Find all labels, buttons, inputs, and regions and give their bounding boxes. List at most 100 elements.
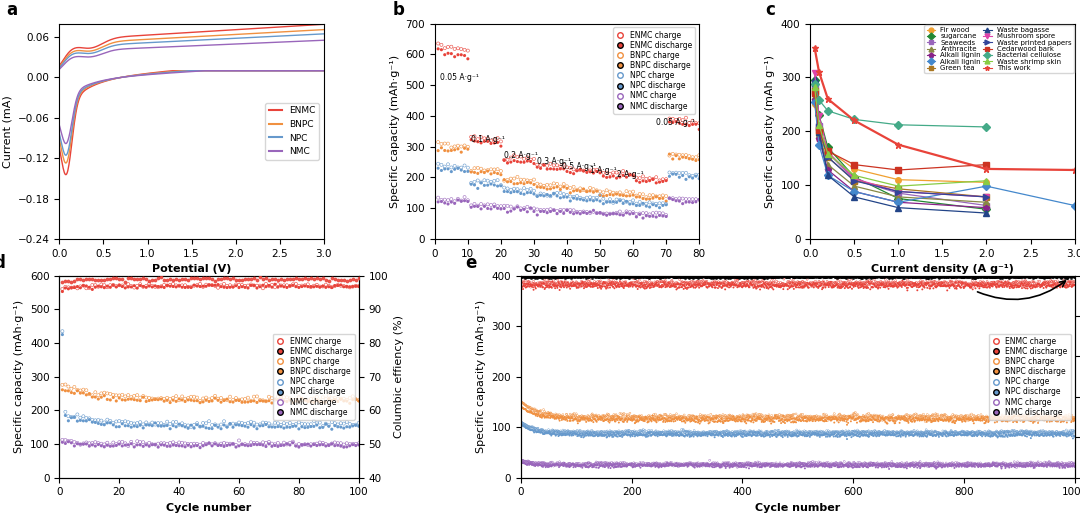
Point [584, 197, 602, 205]
Point [621, 460, 638, 468]
Point [592, 209, 609, 217]
Point [861, 459, 878, 467]
Point [961, 461, 978, 469]
Point [1041, 282, 1058, 290]
Point [566, 427, 583, 435]
Point [1027, 415, 1044, 424]
Point [164, 280, 181, 288]
Point [987, 279, 1004, 288]
Point [577, 461, 594, 470]
Point [598, 460, 616, 468]
Point [919, 428, 936, 436]
Point [838, 461, 855, 469]
Point [611, 279, 629, 288]
Point [483, 165, 500, 174]
Point [683, 432, 700, 440]
Point [637, 282, 654, 290]
Point [891, 415, 908, 424]
Point [869, 460, 887, 469]
Point [540, 274, 557, 282]
Point [515, 422, 532, 430]
Point [962, 271, 980, 279]
Point [886, 461, 903, 469]
Point [105, 438, 122, 447]
Point [489, 202, 507, 211]
Point [536, 190, 553, 198]
Point [596, 428, 613, 436]
Point [994, 282, 1011, 290]
Point [989, 414, 1007, 423]
Point [144, 418, 161, 427]
Point [633, 279, 650, 287]
Point [812, 413, 829, 421]
Point [948, 415, 966, 424]
Point [909, 281, 927, 289]
Point [1001, 432, 1018, 440]
Point [1052, 411, 1069, 419]
Point [990, 415, 1008, 424]
Point [964, 462, 982, 470]
Point [606, 463, 623, 471]
Point [608, 198, 625, 206]
Point [603, 414, 620, 423]
Point [637, 414, 654, 422]
Point [851, 274, 868, 282]
Point [997, 428, 1014, 437]
Point [822, 414, 839, 423]
Point [476, 201, 494, 209]
Point [1001, 415, 1018, 423]
Point [605, 279, 622, 287]
Point [846, 409, 863, 417]
Point [772, 272, 789, 281]
Point [991, 432, 1009, 440]
Point [554, 272, 571, 281]
Point [206, 439, 224, 447]
Point [861, 280, 878, 289]
Point [794, 278, 811, 286]
Point [974, 430, 991, 439]
Point [1064, 460, 1080, 469]
Point [535, 410, 552, 418]
Point [775, 281, 793, 290]
Point [640, 426, 658, 434]
Point [845, 279, 862, 288]
Point [237, 419, 254, 428]
Point [688, 462, 705, 470]
Point [810, 273, 827, 281]
Point [544, 430, 562, 438]
Point [671, 432, 688, 440]
Point [781, 279, 798, 288]
Point [531, 426, 549, 435]
Point [562, 197, 579, 205]
Point [672, 430, 689, 439]
Point [824, 414, 841, 423]
Point [543, 426, 561, 434]
Point [717, 430, 734, 438]
Point [845, 427, 862, 435]
Point [873, 281, 890, 289]
Point [824, 427, 841, 436]
Point [904, 460, 921, 468]
Point [1056, 414, 1074, 422]
Point [617, 416, 634, 425]
Point [707, 459, 725, 468]
Point [1054, 272, 1071, 281]
Point [618, 412, 635, 421]
Point [978, 430, 996, 439]
Point [954, 278, 971, 287]
Point [1064, 282, 1080, 290]
Point [990, 429, 1008, 437]
Point [1035, 273, 1052, 281]
Point [578, 283, 595, 291]
Point [549, 165, 566, 174]
Point [525, 283, 542, 291]
Point [730, 429, 747, 438]
Point [809, 415, 826, 424]
Point [1049, 417, 1066, 425]
Point [625, 412, 643, 420]
Point [751, 278, 768, 286]
Point [964, 272, 982, 281]
Point [518, 422, 536, 430]
Point [186, 281, 203, 290]
Point [606, 278, 623, 287]
